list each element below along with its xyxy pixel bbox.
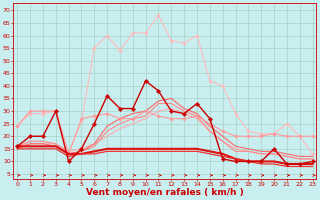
X-axis label: Vent moyen/en rafales ( km/h ): Vent moyen/en rafales ( km/h ) xyxy=(86,188,244,197)
